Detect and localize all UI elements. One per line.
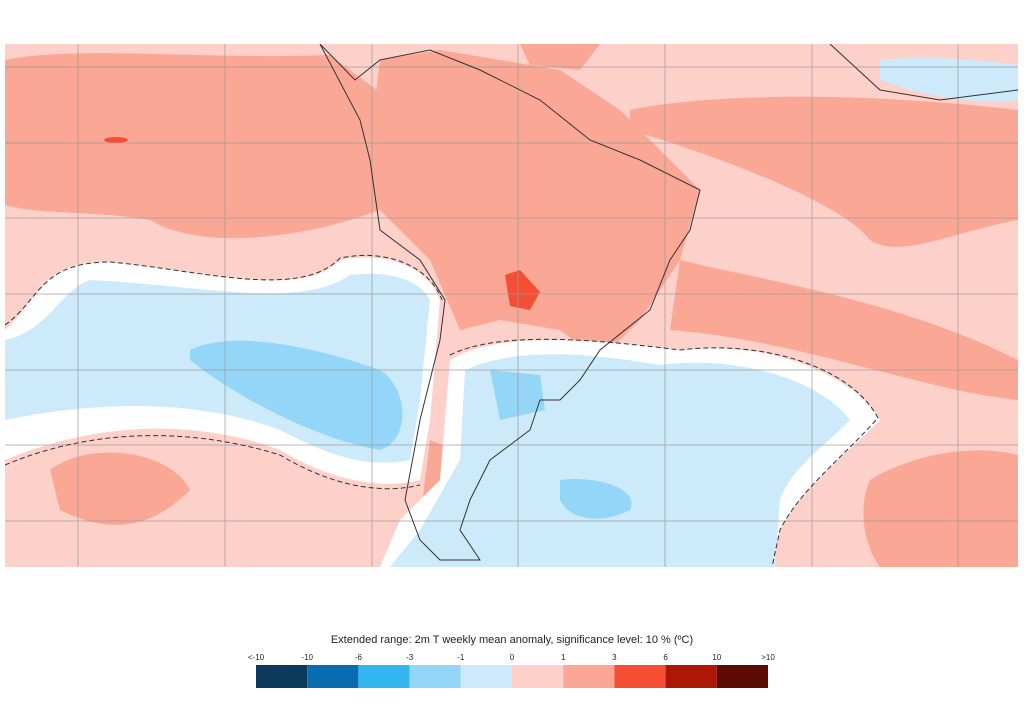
legend-label: 6 [663, 653, 668, 662]
legend-label: 0 [510, 653, 515, 662]
legend-swatch [563, 665, 615, 688]
legend-swatch [716, 665, 768, 688]
legend-label: -1 [457, 653, 465, 662]
legend-swatch [307, 665, 359, 688]
legend-swatch [512, 665, 564, 688]
legend-swatch [256, 665, 308, 688]
legend-label: -3 [406, 653, 414, 662]
legend: <-10 -10 -6 -3 -1 0 1 3 6 10 >10 [248, 653, 775, 688]
legend-label: -10 [301, 653, 313, 662]
legend-swatch [409, 665, 461, 688]
legend-label: 3 [612, 653, 617, 662]
map [5, 44, 1018, 567]
legend-swatch [358, 665, 410, 688]
legend-label: -6 [355, 653, 363, 662]
legend-swatch [460, 665, 512, 688]
legend-swatch [614, 665, 666, 688]
legend-label: <-10 [248, 653, 265, 662]
legend-swatch [665, 665, 717, 688]
legend-title: Extended range: 2m T weekly mean anomaly… [331, 634, 693, 646]
legend-label: 1 [561, 653, 566, 662]
legend-label: >10 [761, 653, 775, 662]
legend-label: 10 [712, 653, 721, 662]
